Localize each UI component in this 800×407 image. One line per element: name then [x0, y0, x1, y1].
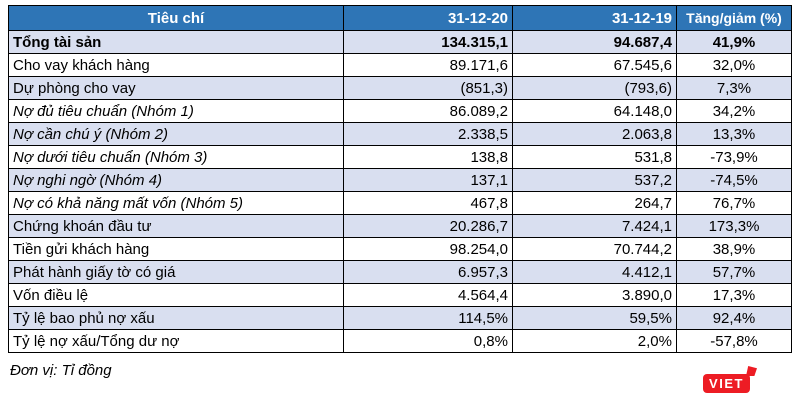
table-row: Tiền gửi khách hàng 98.254,0 70.744,2 38…	[8, 237, 792, 261]
value-2020-cell: 467,8	[343, 191, 513, 215]
value-2019-cell: 537,2	[512, 168, 677, 192]
column-header-2020: 31-12-20	[343, 5, 513, 31]
value-2020-cell: 6.957,3	[343, 260, 513, 284]
change-cell: 41,9%	[676, 30, 792, 54]
value-2019-cell: 264,7	[512, 191, 677, 215]
change-cell: 32,0%	[676, 53, 792, 77]
value-2020-cell: 0,8%	[343, 329, 513, 353]
change-cell: 92,4%	[676, 306, 792, 330]
table-row: Nợ có khả năng mất vốn (Nhóm 5) 467,8 26…	[8, 191, 792, 215]
value-2020-cell: 89.171,6	[343, 53, 513, 77]
table-row: Tỷ lệ nợ xấu/Tổng dư nợ 0,8% 2,0% -57,8%	[8, 329, 792, 353]
table-row: Nợ đủ tiêu chuẩn (Nhóm 1) 86.089,2 64.14…	[8, 99, 792, 123]
viettimes-logo: VIET	[703, 374, 750, 393]
value-2020-cell: 20.286,7	[343, 214, 513, 238]
column-header-2019: 31-12-19	[512, 5, 677, 31]
value-2019-cell: 2.063,8	[512, 122, 677, 146]
row-label-cell: Tiền gửi khách hàng	[8, 237, 344, 261]
row-label-cell: Cho vay khách hàng	[8, 53, 344, 77]
row-label-cell: Vốn điều lệ	[8, 283, 344, 307]
row-label-cell: Dự phòng cho vay	[8, 76, 344, 100]
change-cell: -73,9%	[676, 145, 792, 169]
change-cell: 38,9%	[676, 237, 792, 261]
change-cell: 34,2%	[676, 99, 792, 123]
value-2019-cell: 70.744,2	[512, 237, 677, 261]
value-2019-cell: 531,8	[512, 145, 677, 169]
value-2020-cell: 138,8	[343, 145, 513, 169]
row-label-cell: Nợ nghi ngờ (Nhóm 4)	[8, 168, 344, 192]
value-2020-cell: (851,3)	[343, 76, 513, 100]
row-label-cell: Nợ có khả năng mất vốn (Nhóm 5)	[8, 191, 344, 215]
change-cell: 13,3%	[676, 122, 792, 146]
row-label-cell: Tổng tài sản	[8, 30, 344, 54]
change-cell: 57,7%	[676, 260, 792, 284]
value-2019-cell: 64.148,0	[512, 99, 677, 123]
row-label-cell: Nợ dưới tiêu chuẩn (Nhóm 3)	[8, 145, 344, 169]
value-2019-cell: 4.412,1	[512, 260, 677, 284]
change-cell: 7,3%	[676, 76, 792, 100]
table-row: Tổng tài sản 134.315,1 94.687,4 41,9%	[8, 30, 792, 54]
value-2019-cell: 3.890,0	[512, 283, 677, 307]
table-row: Vốn điều lệ 4.564,4 3.890,0 17,3%	[8, 283, 792, 307]
table-row: Dự phòng cho vay (851,3) (793,6) 7,3%	[8, 76, 792, 100]
value-2020-cell: 4.564,4	[343, 283, 513, 307]
value-2019-cell: 67.545,6	[512, 53, 677, 77]
value-2020-cell: 114,5%	[343, 306, 513, 330]
table-row: Cho vay khách hàng 89.171,6 67.545,6 32,…	[8, 53, 792, 77]
table-row: Tỷ lệ bao phủ nợ xấu 114,5% 59,5% 92,4%	[8, 306, 792, 330]
value-2019-cell: 2,0%	[512, 329, 677, 353]
row-label-cell: Nợ cần chú ý (Nhóm 2)	[8, 122, 344, 146]
value-2020-cell: 137,1	[343, 168, 513, 192]
column-header-change: Tăng/giảm (%)	[676, 5, 792, 31]
row-label-cell: Chứng khoán đầu tư	[8, 214, 344, 238]
value-2020-cell: 98.254,0	[343, 237, 513, 261]
value-2020-cell: 134.315,1	[343, 30, 513, 54]
unit-note: Đơn vị: Tỉ đồng	[10, 362, 112, 379]
table-header-row: Tiêu chí 31-12-20 31-12-19 Tăng/giảm (%)	[8, 5, 792, 31]
table-row: Nợ cần chú ý (Nhóm 2) 2.338,5 2.063,8 13…	[8, 122, 792, 146]
value-2020-cell: 2.338,5	[343, 122, 513, 146]
row-label-cell: Tỷ lệ nợ xấu/Tổng dư nợ	[8, 329, 344, 353]
value-2020-cell: 86.089,2	[343, 99, 513, 123]
change-cell: 173,3%	[676, 214, 792, 238]
table-row: Phát hành giấy tờ có giá 6.957,3 4.412,1…	[8, 260, 792, 284]
financial-table: Tiêu chí 31-12-20 31-12-19 Tăng/giảm (%)…	[8, 5, 792, 353]
value-2019-cell: 59,5%	[512, 306, 677, 330]
table-row: Nợ nghi ngờ (Nhóm 4) 137,1 537,2 -74,5%	[8, 168, 792, 192]
row-label-cell: Phát hành giấy tờ có giá	[8, 260, 344, 284]
value-2019-cell: (793,6)	[512, 76, 677, 100]
table-row: Nợ dưới tiêu chuẩn (Nhóm 3) 138,8 531,8 …	[8, 145, 792, 169]
table-row: Chứng khoán đầu tư 20.286,7 7.424,1 173,…	[8, 214, 792, 238]
change-cell: -74,5%	[676, 168, 792, 192]
row-label-cell: Tỷ lệ bao phủ nợ xấu	[8, 306, 344, 330]
row-label-cell: Nợ đủ tiêu chuẩn (Nhóm 1)	[8, 99, 344, 123]
value-2019-cell: 94.687,4	[512, 30, 677, 54]
column-header-criteria: Tiêu chí	[8, 5, 344, 31]
value-2019-cell: 7.424,1	[512, 214, 677, 238]
change-cell: 17,3%	[676, 283, 792, 307]
change-cell: 76,7%	[676, 191, 792, 215]
change-cell: -57,8%	[676, 329, 792, 353]
logo-flag-icon	[746, 366, 757, 376]
